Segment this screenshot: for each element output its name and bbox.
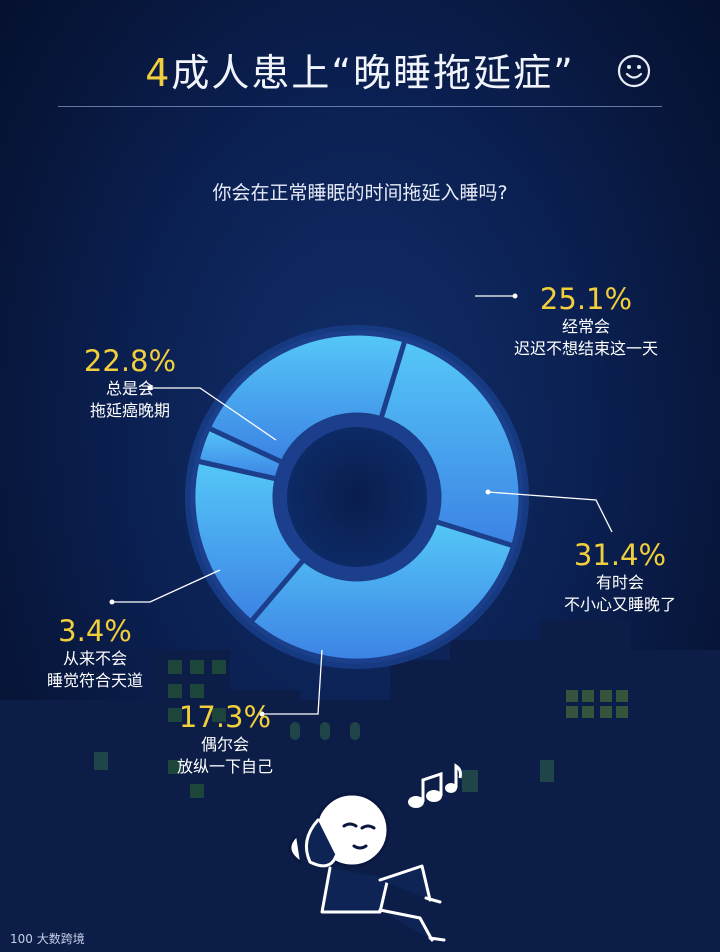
page-title: 4成人患上“晚睡拖延症”: [0, 42, 720, 97]
leader-dot: [485, 489, 491, 495]
brand-logo: 100: [10, 932, 33, 946]
slice-label: 22.8% 总是会拖延癌晚期: [40, 344, 220, 422]
slice-label: 31.4% 有时会不小心又睡晚了: [530, 538, 710, 616]
music-note-icon: [408, 763, 462, 808]
leader-dot: [512, 293, 518, 299]
slice-percent: 25.1%: [539, 282, 633, 316]
leader-line: [262, 649, 323, 715]
slice-percent: 22.8%: [83, 344, 177, 378]
slice-description: 放纵一下自己: [176, 757, 273, 776]
title-divider: [58, 106, 662, 107]
slice-percent: 31.4%: [573, 538, 667, 572]
smiley-icon: [617, 54, 651, 88]
brand-footer: 100 大数跨境: [10, 930, 85, 947]
leader-dot: [109, 599, 115, 605]
slice-description: 睡觉符合天道: [46, 671, 143, 690]
slice-label: 17.3% 偶尔会放纵一下自己: [160, 700, 290, 778]
slice-percent: 3.4%: [58, 614, 132, 648]
slice-label: 25.1% 经常会迟迟不想结束这一天: [496, 282, 676, 360]
slice-answer: 有时会: [595, 573, 644, 592]
leader-line: [487, 491, 613, 533]
sleeping-character-illustration: [288, 792, 446, 942]
slice-description: 不小心又睡晚了: [563, 595, 676, 614]
title-number: 4: [145, 51, 172, 95]
slice-percent: 17.3%: [178, 700, 272, 734]
slice-answer: 总是会: [105, 379, 154, 398]
slice-description: 拖延癌晚期: [89, 401, 170, 420]
slice-label: 3.4% 从来不会睡觉符合天道: [20, 614, 170, 692]
brand-name: 大数跨境: [36, 932, 85, 946]
leader-dot: [259, 711, 265, 717]
slice-description: 迟迟不想结束这一天: [513, 339, 658, 358]
slice-answer: 偶尔会: [200, 735, 249, 754]
title-text: 成人患上“晚睡拖延症”: [171, 51, 575, 95]
chart-question: 你会在正常睡眠的时间拖延入睡吗?: [212, 182, 508, 204]
donut-hole: [287, 427, 427, 567]
slice-answer: 从来不会: [62, 649, 127, 668]
leader-line: [112, 569, 221, 603]
leader-line: [150, 387, 277, 441]
slice-answer: 经常会: [561, 317, 610, 336]
leader-dot: [147, 385, 153, 391]
